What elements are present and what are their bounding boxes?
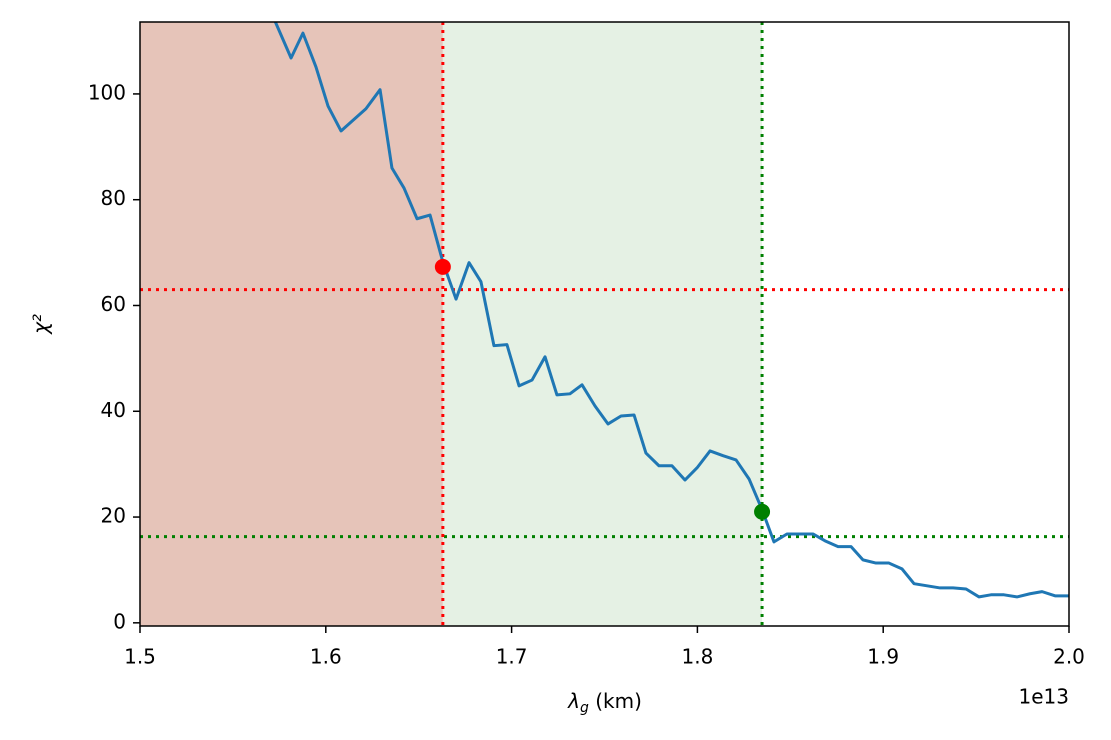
x-tick-label: 1.5 [124, 645, 156, 669]
x-tick-label: 1.9 [867, 645, 899, 669]
x-label-rest: (km) [589, 689, 642, 713]
x-tick-label: 1.6 [310, 645, 342, 669]
data-line [273, 22, 1069, 599]
y-tick-label: 40 [101, 398, 126, 422]
y-tick-label: 100 [88, 80, 126, 104]
x-label-symbol: λ [567, 689, 580, 713]
y-axis-label: χ² [29, 314, 53, 335]
x-tick-label: 1.7 [496, 645, 528, 669]
shaded-region [442, 22, 763, 626]
shaded-region [140, 22, 443, 626]
x-tick-label: 1.8 [681, 645, 713, 669]
x-axis-label: λg (km) [567, 689, 642, 717]
x-label-sub: g [580, 700, 589, 716]
marker-point [434, 258, 451, 275]
axes-frame [139, 21, 1070, 627]
y-tick-label: 20 [101, 504, 126, 528]
y-tick-label: 60 [101, 292, 126, 316]
y-tick-label: 80 [101, 186, 126, 210]
marker-point [754, 503, 771, 520]
plot-area [140, 22, 1069, 626]
x-tick-label: 2.0 [1053, 645, 1085, 669]
y-tick-label: 0 [113, 609, 126, 633]
x-offset-label: 1e13 [1019, 685, 1069, 709]
